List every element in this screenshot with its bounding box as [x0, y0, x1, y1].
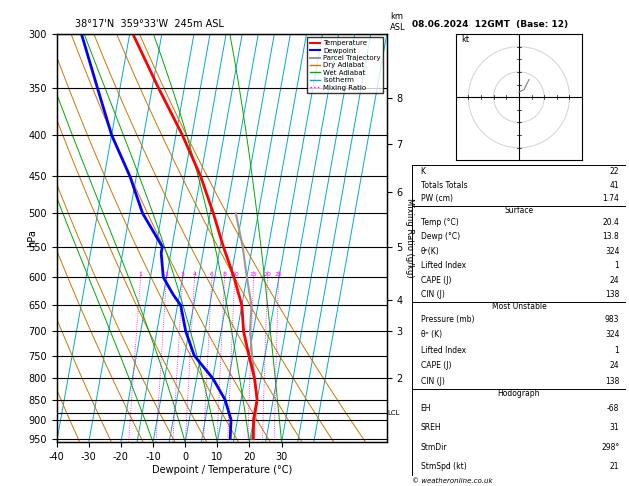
Text: Temp (°C): Temp (°C): [421, 218, 459, 227]
Text: CAPE (J): CAPE (J): [421, 276, 451, 285]
Text: 324: 324: [605, 247, 620, 256]
Text: 8: 8: [223, 272, 226, 278]
Text: 1: 1: [138, 272, 143, 278]
X-axis label: Dewpoint / Temperature (°C): Dewpoint / Temperature (°C): [152, 465, 292, 475]
Text: 38°17'N  359°33'W  245m ASL: 38°17'N 359°33'W 245m ASL: [75, 19, 225, 29]
Text: 1: 1: [615, 346, 620, 355]
Text: Most Unstable: Most Unstable: [491, 302, 547, 311]
Text: Lifted Index: Lifted Index: [421, 346, 465, 355]
Text: Lifted Index: Lifted Index: [421, 261, 465, 270]
Text: 24: 24: [610, 362, 620, 370]
Text: kt: kt: [461, 35, 469, 44]
Text: © weatheronline.co.uk: © weatheronline.co.uk: [412, 478, 493, 484]
Text: K: K: [421, 168, 426, 176]
Text: 4: 4: [192, 272, 197, 278]
Text: 3: 3: [181, 272, 185, 278]
Text: 41: 41: [610, 181, 620, 190]
Legend: Temperature, Dewpoint, Parcel Trajectory, Dry Adiabat, Wet Adiabat, Isotherm, Mi: Temperature, Dewpoint, Parcel Trajectory…: [307, 37, 383, 93]
Text: km
ASL: km ASL: [390, 12, 406, 32]
Text: 1: 1: [615, 261, 620, 270]
Text: Hodograph: Hodograph: [498, 389, 540, 399]
Text: LCL: LCL: [387, 410, 399, 416]
Text: CIN (J): CIN (J): [421, 377, 445, 386]
Text: PW (cm): PW (cm): [421, 194, 452, 204]
Text: 2: 2: [165, 272, 169, 278]
Text: Totals Totals: Totals Totals: [421, 181, 467, 190]
Text: hPa: hPa: [27, 229, 37, 247]
Text: 20: 20: [264, 272, 272, 278]
Text: 24: 24: [610, 276, 620, 285]
Text: 298°: 298°: [601, 443, 620, 451]
Text: 31: 31: [610, 423, 620, 432]
Text: 15: 15: [250, 272, 257, 278]
Text: Surface: Surface: [504, 206, 533, 215]
Text: 324: 324: [605, 330, 620, 339]
Text: 138: 138: [605, 377, 620, 386]
Text: 983: 983: [605, 315, 620, 324]
Text: 22: 22: [610, 168, 620, 176]
Text: 25: 25: [275, 272, 282, 278]
Text: StmSpd (kt): StmSpd (kt): [421, 462, 466, 471]
Text: Pressure (mb): Pressure (mb): [421, 315, 474, 324]
Text: EH: EH: [421, 404, 431, 413]
Text: 10: 10: [231, 272, 238, 278]
Text: CIN (J): CIN (J): [421, 290, 445, 299]
Text: -68: -68: [607, 404, 620, 413]
Text: 1.74: 1.74: [603, 194, 620, 204]
Text: SREH: SREH: [421, 423, 441, 432]
Text: 21: 21: [610, 462, 620, 471]
Text: CAPE (J): CAPE (J): [421, 362, 451, 370]
Text: 13.8: 13.8: [603, 232, 620, 241]
Text: 08.06.2024  12GMT  (Base: 12): 08.06.2024 12GMT (Base: 12): [412, 20, 568, 29]
Text: θᵉ(K): θᵉ(K): [421, 247, 439, 256]
Y-axis label: Mixing Ratio (g/kg): Mixing Ratio (g/kg): [405, 198, 414, 278]
Text: 138: 138: [605, 290, 620, 299]
Text: 6: 6: [210, 272, 214, 278]
Text: Dewp (°C): Dewp (°C): [421, 232, 460, 241]
Text: θᵉ (K): θᵉ (K): [421, 330, 442, 339]
Text: 20.4: 20.4: [603, 218, 620, 227]
Text: StmDir: StmDir: [421, 443, 447, 451]
